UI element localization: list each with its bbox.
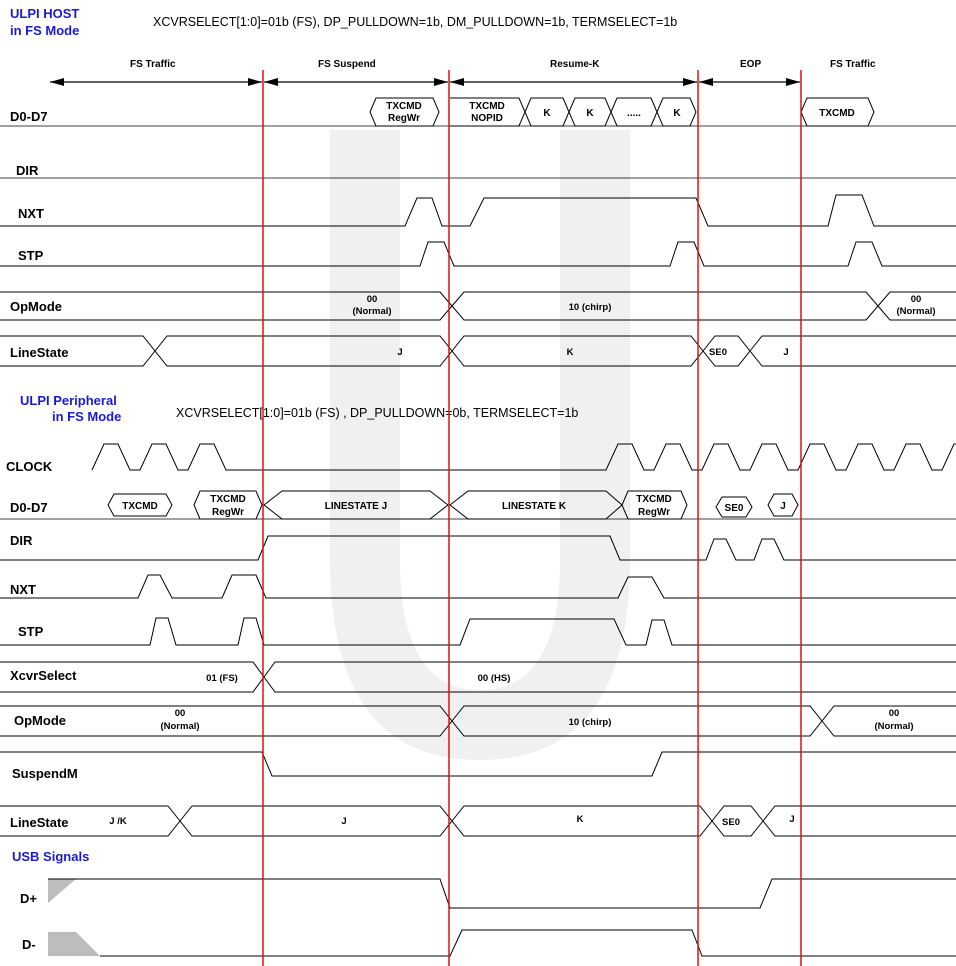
xcvrselect-value-hs: 00 (HS) (478, 673, 511, 684)
opmode-value-normal: (Normal) (896, 306, 935, 317)
peripheral-suspendm-waveform (0, 751, 956, 777)
peripheral-signal-clock: CLOCK (6, 459, 53, 474)
linestate-value-jk: J /K (109, 816, 127, 827)
phase-arrows (50, 78, 800, 86)
bus-value-nopid: NOPID (471, 113, 503, 124)
usb-signal-dminus: D- (22, 937, 36, 952)
usb-signal-dplus: D+ (20, 891, 37, 906)
bus-value-linestate-k: LINESTATE K (502, 501, 567, 512)
peripheral-title-line2: in FS Mode (52, 409, 121, 424)
bus-value-dots: ..... (627, 108, 641, 119)
opmode-value-chirp: 10 (chirp) (569, 717, 612, 728)
bus-value-regwr: RegWr (638, 507, 670, 518)
peripheral-nxt-waveform (0, 574, 956, 599)
host-signal-stp: STP (18, 248, 44, 263)
bus-value-k: K (586, 108, 594, 119)
opmode-value-normal: (Normal) (352, 306, 391, 317)
peripheral-d0-d7-bus (107, 490, 799, 520)
bus-value-txcmd: TXCMD (469, 101, 505, 112)
phase-label-fs-suspend: FS Suspend (318, 59, 376, 70)
host-d0-d7-bus: TXCMD RegWr TXCMD NOPID K K ..... K TXCM… (369, 97, 875, 127)
peripheral-stp-waveform (0, 617, 956, 646)
host-signal-opmode: OpMode (10, 299, 62, 314)
bus-value-txcmd: TXCMD (819, 108, 855, 119)
phase-label-fs-traffic: FS Traffic (130, 59, 176, 70)
peripheral-dir-waveform (0, 535, 956, 561)
peripheral-signal-dir: DIR (10, 533, 33, 548)
host-stp-waveform (0, 241, 956, 267)
host-signal-linestate: LineState (10, 345, 69, 360)
bus-value-txcmd: TXCMD (386, 101, 422, 112)
watermark-logo (330, 130, 630, 760)
dminus-shading (48, 932, 100, 956)
opmode-value-00: 00 (175, 708, 186, 719)
bus-value-j: J (780, 501, 786, 512)
host-signal-d0-d7: D0-D7 (10, 109, 48, 124)
linestate-value-j: J (789, 814, 794, 825)
bus-value-txcmd: TXCMD (122, 501, 158, 512)
host-title-line2: in FS Mode (10, 23, 79, 38)
bus-value-k: K (673, 108, 681, 119)
bus-value-regwr: RegWr (388, 113, 420, 124)
usb-dplus-waveform (48, 878, 956, 909)
bus-value-txcmd: TXCMD (636, 494, 672, 505)
opmode-value-chirp: 10 (chirp) (569, 302, 612, 313)
peripheral-signal-linestate: LineState (10, 815, 69, 830)
opmode-value-normal: (Normal) (874, 721, 913, 732)
peripheral-signal-nxt: NXT (10, 582, 36, 597)
xcvrselect-value-fs: 01 (FS) (206, 673, 238, 684)
peripheral-linestate-bus (0, 805, 956, 837)
linestate-value-k: K (567, 347, 574, 358)
host-nxt-waveform (0, 194, 956, 227)
host-signal-dir: DIR (16, 163, 39, 178)
peripheral-signal-stp: STP (18, 624, 44, 639)
host-signal-nxt: NXT (18, 206, 44, 221)
linestate-value-k: K (577, 814, 584, 825)
peripheral-signal-d0-d7: D0-D7 (10, 500, 48, 515)
peripheral-clock-waveform (91, 443, 956, 471)
linestate-value-j: J (341, 816, 346, 827)
phase-label-resume-k: Resume-K (550, 59, 600, 70)
bus-value-regwr: RegWr (212, 507, 244, 518)
opmode-value-00: 00 (911, 294, 922, 305)
peripheral-condition: XCVRSELECT[1:0]=01b (FS) , DP_PULLDOWN=0… (176, 406, 578, 420)
phase-label-fs-traffic-2: FS Traffic (830, 59, 876, 70)
host-opmode-bus (0, 291, 956, 321)
linestate-value-se0: SE0 (722, 817, 740, 828)
peripheral-signal-suspendm: SuspendM (12, 766, 78, 781)
linestate-value-j: J (783, 347, 788, 358)
peripheral-signal-xcvrselect: XcvrSelect (10, 668, 77, 683)
opmode-value-normal: (Normal) (160, 721, 199, 732)
peripheral-signal-opmode: OpMode (14, 713, 66, 728)
opmode-value-00: 00 (367, 294, 378, 305)
peripheral-xcvrselect-bus (0, 661, 956, 693)
usb-signals-title: USB Signals (12, 849, 89, 864)
peripheral-opmode-bus (0, 705, 956, 737)
bus-value-k: K (543, 108, 551, 119)
phase-label-eop: EOP (740, 59, 761, 70)
host-title-line1: ULPI HOST (10, 6, 79, 21)
linestate-value-j: J (397, 347, 402, 358)
usb-dminus-waveform (100, 929, 956, 957)
phase-boundary-markers (262, 70, 802, 966)
bus-value-se0: SE0 (725, 503, 744, 514)
host-condition: XCVRSELECT[1:0]=01b (FS), DP_PULLDOWN=1b… (153, 15, 677, 29)
dplus-shading (48, 879, 76, 903)
bus-value-linestate-j: LINESTATE J (325, 501, 387, 512)
host-linestate-bus (0, 335, 956, 367)
bus-value-txcmd: TXCMD (210, 494, 246, 505)
opmode-value-00: 00 (889, 708, 900, 719)
peripheral-title-line1: ULPI Peripheral (20, 393, 117, 408)
linestate-value-se0: SE0 (709, 347, 727, 358)
